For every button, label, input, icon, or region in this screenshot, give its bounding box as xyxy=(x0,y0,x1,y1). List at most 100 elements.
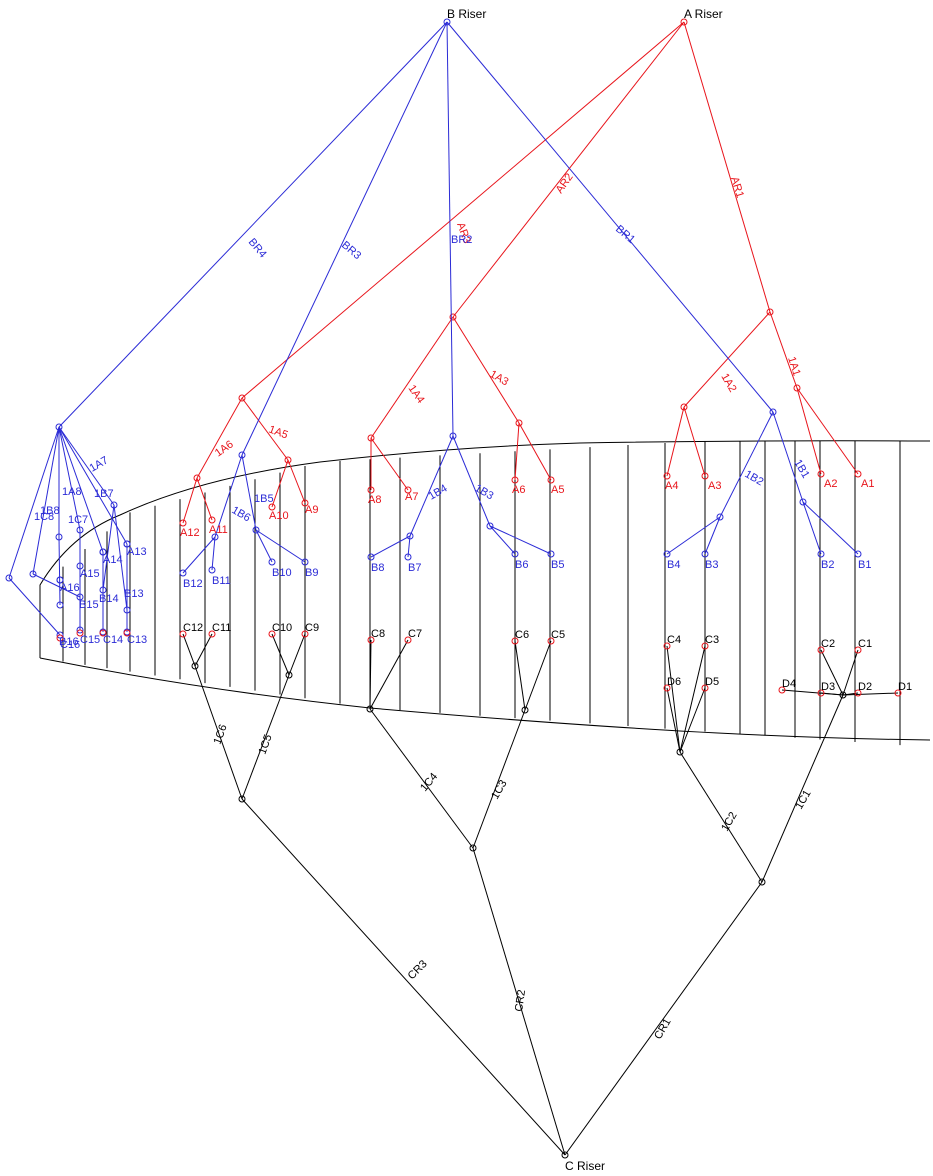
attachment-label-a5: A5 xyxy=(551,484,564,496)
b-junction-knot xyxy=(211,533,219,541)
c-cascade-line xyxy=(369,708,474,849)
a-cascade-line xyxy=(241,397,289,461)
attachment-label-b5: B5 xyxy=(551,559,564,571)
c-junction-knot xyxy=(285,671,293,679)
c-line-label-1c6: 1C6 xyxy=(212,723,230,746)
attachment-label-a10: A10 xyxy=(269,510,289,522)
c-line xyxy=(271,633,290,676)
a-cascade-line xyxy=(196,397,243,479)
c-riser-line xyxy=(241,798,566,1156)
a-line xyxy=(196,477,213,521)
a-line xyxy=(271,459,289,508)
c-line-label-1c7: 1C7 xyxy=(68,514,88,526)
attachment-label-b11: B11 xyxy=(212,575,231,587)
attachment-label-a6: A6 xyxy=(512,484,525,496)
attachment-label-c8: C8 xyxy=(371,628,385,640)
c-line-label-1c2: 1C2 xyxy=(719,810,739,833)
b-fan-knot xyxy=(123,606,131,614)
a-riser-line xyxy=(683,21,771,313)
c-attachment-point xyxy=(547,637,555,645)
d-attachment-point xyxy=(778,686,786,694)
a-attachment-point xyxy=(179,519,187,527)
attachment-label-a15: A15 xyxy=(80,568,100,580)
attachment-label-d5: D5 xyxy=(705,676,719,688)
c-riser-line xyxy=(472,847,566,1156)
attachment-label-c5: C5 xyxy=(551,629,565,641)
a-attachment-point xyxy=(663,472,671,480)
attachment-label-b7: B7 xyxy=(408,562,421,574)
b-line xyxy=(211,536,216,571)
b-junction-knot xyxy=(238,451,246,459)
attachment-label-a4: A4 xyxy=(665,480,678,492)
c-line xyxy=(842,649,859,696)
a-attachment-point xyxy=(854,470,862,478)
c-attachment-point xyxy=(123,629,131,637)
b-fan-line xyxy=(32,573,81,598)
a-line xyxy=(287,459,306,504)
d-attachment-point xyxy=(817,689,825,697)
b-line-label-1b6: 1B6 xyxy=(230,504,253,524)
b-fan-knot xyxy=(56,576,64,584)
attachment-label-a7: A7 xyxy=(405,491,418,503)
a-attachment-point xyxy=(817,470,825,478)
attachment-label-c9: C9 xyxy=(305,622,319,634)
a-junction-knot xyxy=(238,394,246,402)
b-line xyxy=(704,516,721,555)
b-line-label-br2: BR2 xyxy=(451,234,472,246)
c-line-label-1c4: 1C4 xyxy=(418,771,440,794)
c-attachment-point xyxy=(76,629,84,637)
b-line-group xyxy=(5,18,862,639)
attachment-label-d3: D3 xyxy=(821,681,835,693)
d-attachment-point xyxy=(894,689,902,697)
attachment-label-a2: A2 xyxy=(824,478,837,490)
c-attachment-point xyxy=(208,630,216,638)
attachment-label-c6: C6 xyxy=(515,629,529,641)
b-junction-knot xyxy=(252,526,260,534)
b-cascade-line xyxy=(214,454,243,538)
a-riser-line xyxy=(241,21,685,399)
attachment-label-a9: A9 xyxy=(305,504,318,516)
b-attachment-point xyxy=(511,550,519,558)
b-fan-line xyxy=(102,504,115,591)
b-line-label-br1: BR1 xyxy=(613,223,637,246)
attachment-label-b2: B2 xyxy=(821,559,834,571)
b-riser-line xyxy=(446,21,774,413)
attachment-label-d6: D6 xyxy=(667,676,681,688)
a-junction-knot xyxy=(766,308,774,316)
c-junction-knot xyxy=(238,795,246,803)
b-cascade-line xyxy=(409,435,454,537)
attachment-label-c12: C12 xyxy=(183,622,203,634)
attachment-label-d2: D2 xyxy=(858,681,872,693)
a-line-label-1a6: 1A6 xyxy=(213,438,236,459)
c-junction-knot xyxy=(839,691,847,699)
a-line-label-1a8: 1A8 xyxy=(62,486,82,498)
b-junction-knot xyxy=(449,432,457,440)
attachment-label-b4: B4 xyxy=(667,559,680,571)
b-fan-line xyxy=(113,504,128,611)
c-attachment-point xyxy=(367,636,375,644)
attachment-label-b10: B10 xyxy=(272,567,292,579)
c-attachment-point xyxy=(301,630,309,638)
canopy-trailing-edge xyxy=(39,657,931,741)
attachment-label-d4: D4 xyxy=(782,678,796,690)
attachment-label-c16: C16 xyxy=(60,639,80,651)
a-attachment-point xyxy=(301,499,309,507)
attachment-label-a14: A14 xyxy=(103,554,123,566)
c-attachment-point xyxy=(179,630,187,638)
c-attachment-point xyxy=(701,642,709,650)
c-cascade-line xyxy=(241,674,290,800)
b-cascade-line xyxy=(719,411,774,518)
b-line xyxy=(802,501,859,555)
c-line-label-1c3: 1C3 xyxy=(489,778,509,801)
b-fan-knot xyxy=(99,548,107,556)
b-riser-knot xyxy=(443,18,451,26)
attachment-label-c14: C14 xyxy=(103,634,123,646)
b-line-label-1b8: 1B8 xyxy=(40,505,60,517)
a-attachment-point xyxy=(511,476,519,484)
a-attachment-point xyxy=(268,503,276,511)
a-line xyxy=(683,406,706,477)
b-junction-knot xyxy=(716,513,724,521)
a-riser-knot xyxy=(680,18,688,26)
b-fan-line xyxy=(58,426,115,506)
